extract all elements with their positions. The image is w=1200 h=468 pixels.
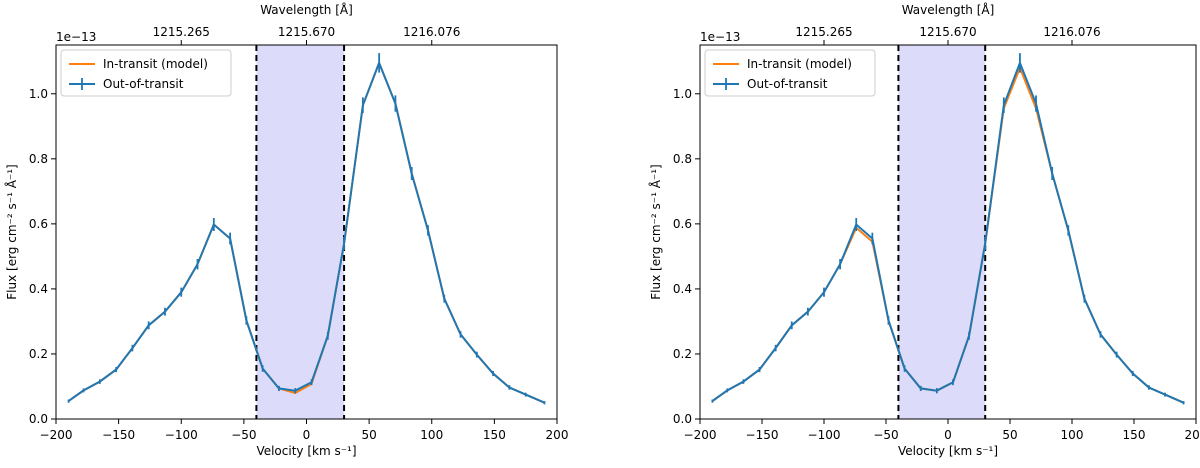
x-tick-label: 0 bbox=[303, 428, 311, 442]
x-tick-label: −150 bbox=[746, 428, 779, 442]
top-tick-label: 1215.670 bbox=[278, 25, 335, 39]
top-tick-label: 1215.265 bbox=[795, 25, 852, 39]
chart-panel-1: −200 −150 −100 −50 0 50 100 150 200 0.0 0.2 0.4 0.6 0… bbox=[4, 2, 568, 458]
x-tick-label: 100 bbox=[420, 428, 443, 442]
x-tick-label: 150 bbox=[483, 428, 506, 442]
y-tick-label: 0.8 bbox=[673, 152, 692, 166]
y-axis-label: Flux [erg cm⁻² s⁻¹ Å⁻¹] bbox=[4, 164, 19, 299]
x-tick-label: −100 bbox=[808, 428, 841, 442]
series-line-out-of-transit bbox=[711, 60, 1184, 404]
y-tick-label: 0.2 bbox=[29, 347, 48, 361]
legend: In-transit (model) Out-of-transit bbox=[704, 49, 876, 97]
x-tick-label: −50 bbox=[873, 428, 898, 442]
x-tick-label: 0 bbox=[944, 428, 952, 442]
x-tick-label: −200 bbox=[684, 428, 717, 442]
legend-label-in-transit: In-transit (model) bbox=[103, 57, 208, 71]
x-tick-label: 100 bbox=[1061, 428, 1084, 442]
legend-label-out-of-transit: Out-of-transit bbox=[747, 77, 828, 91]
y-tick-label: 1.0 bbox=[673, 87, 692, 101]
y-tick-label: 1.0 bbox=[29, 87, 48, 101]
x-tick-label: 150 bbox=[1123, 428, 1146, 442]
y-axis-label: Flux [erg cm⁻² s⁻¹ Å⁻¹] bbox=[648, 164, 663, 299]
chart-panel-2: −200 −150 −100 −50 0 50 100 150 200 0.0 0.2 0.4 0.6 0… bbox=[648, 2, 1200, 458]
legend-box bbox=[704, 49, 876, 97]
shaded-region bbox=[898, 45, 986, 419]
y-tick-label: 0.0 bbox=[673, 412, 692, 426]
top-tick-label: 1215.670 bbox=[919, 25, 976, 39]
x-axis-label: Velocity [km s⁻¹] bbox=[256, 444, 356, 458]
legend-label-in-transit: In-transit (model) bbox=[747, 57, 852, 71]
x-tick-label: −50 bbox=[231, 428, 256, 442]
x-tick-label: −100 bbox=[165, 428, 198, 442]
legend-label-out-of-transit: Out-of-transit bbox=[103, 77, 184, 91]
x-tick-label: 50 bbox=[1002, 428, 1017, 442]
x-tick-label: −150 bbox=[102, 428, 135, 442]
top-tick-label: 1215.265 bbox=[153, 25, 210, 39]
offset-label: 1e−13 bbox=[56, 30, 96, 44]
x-tick-label: 50 bbox=[361, 428, 376, 442]
top-axis-label: Wavelength [Å] bbox=[260, 2, 353, 17]
x-tick-label: −200 bbox=[40, 428, 73, 442]
series-line-out-of-transit bbox=[67, 60, 545, 404]
y-tick-label: 0.4 bbox=[29, 282, 48, 296]
y-tick-label: 0.2 bbox=[673, 347, 692, 361]
top-tick-label: 1216.076 bbox=[1043, 25, 1100, 39]
y-tick-label: 0.0 bbox=[29, 412, 48, 426]
top-tick-label: 1216.076 bbox=[403, 25, 460, 39]
x-tick-label: 200 bbox=[546, 428, 569, 442]
top-axis-label: Wavelength [Å] bbox=[902, 2, 995, 17]
x-axis-label: Velocity [km s⁻¹] bbox=[898, 444, 998, 458]
legend: In-transit (model) Out-of-transit bbox=[60, 49, 232, 97]
x-tick-label: 200 bbox=[1185, 428, 1200, 442]
y-tick-label: 0.4 bbox=[673, 282, 692, 296]
y-tick-label: 0.6 bbox=[673, 217, 692, 231]
y-tick-label: 0.6 bbox=[29, 217, 48, 231]
y-tick-label: 0.8 bbox=[29, 152, 48, 166]
shaded-region bbox=[256, 45, 345, 419]
legend-box bbox=[60, 49, 232, 97]
offset-label: 1e−13 bbox=[700, 30, 740, 44]
